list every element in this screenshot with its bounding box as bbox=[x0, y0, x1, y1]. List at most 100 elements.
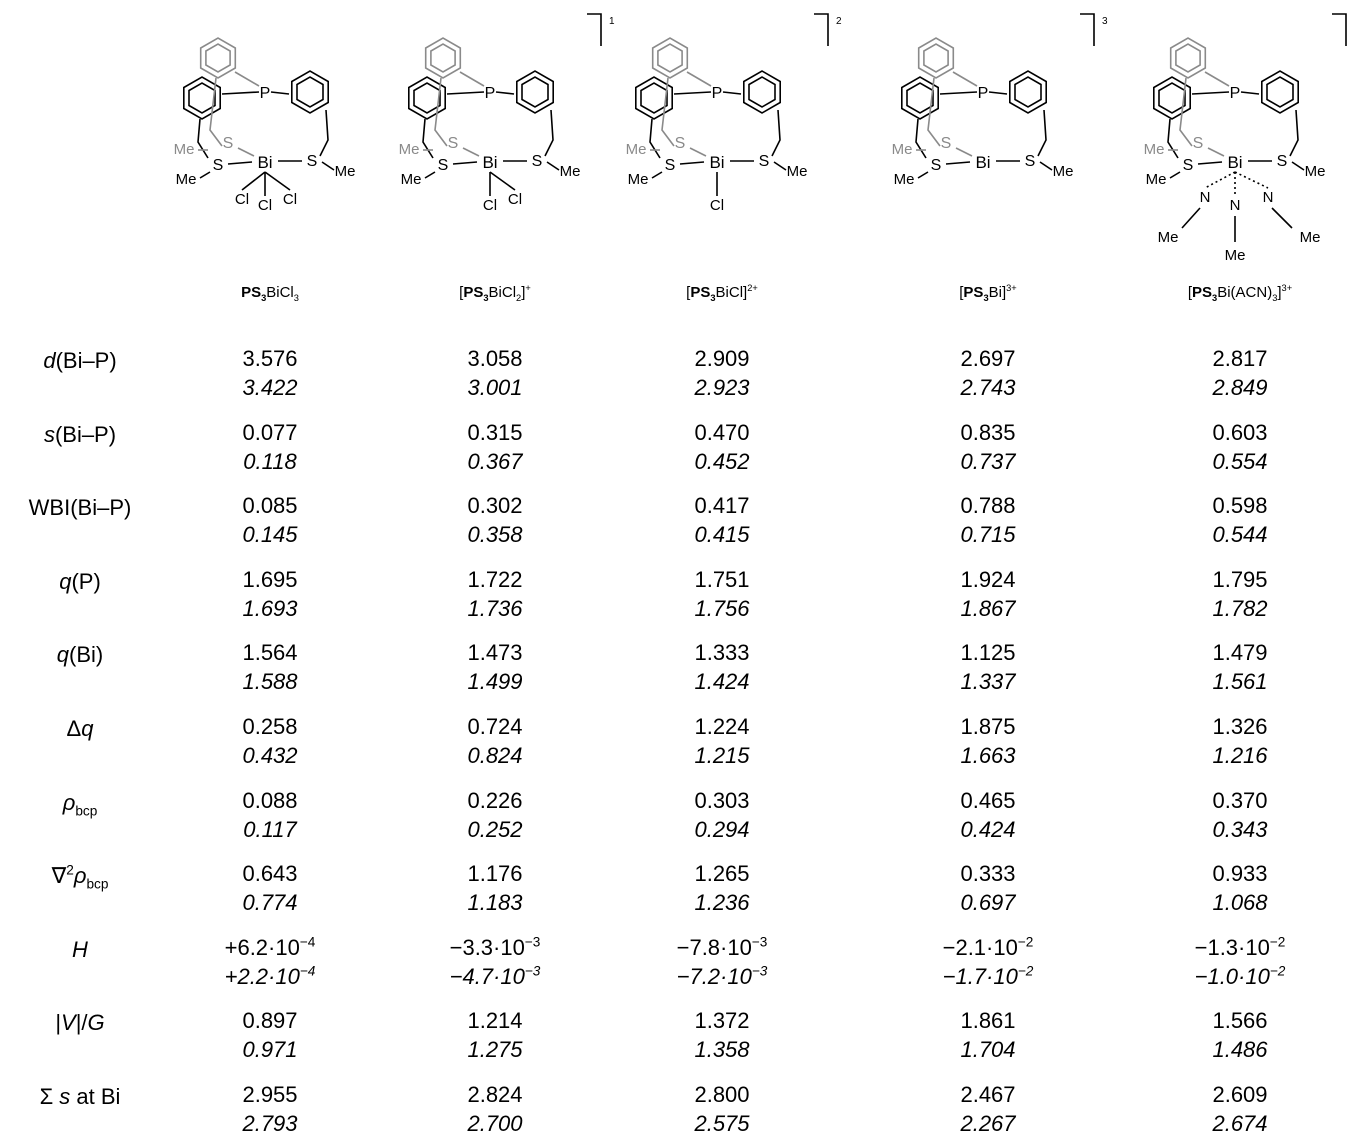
table-cell: 0.897 0.971 bbox=[160, 1006, 380, 1064]
table-cell: 1.473 1.499 bbox=[385, 638, 605, 696]
atom-label: Me bbox=[892, 141, 913, 158]
calc-value-italic: 1.499 bbox=[467, 669, 523, 695]
calc-value-italic: 1.358 bbox=[694, 1037, 750, 1063]
row-label: WBI(Bi–P) bbox=[28, 495, 132, 521]
compound-label: [PS3BiCl]2+ bbox=[612, 283, 832, 303]
bracket-close: ] bbox=[743, 284, 748, 301]
bracket-close: ] bbox=[1001, 284, 1007, 301]
calc-value-italic: 1.216 bbox=[1212, 743, 1268, 768]
atom-label: S bbox=[1183, 157, 1194, 174]
calc-value-italic: 0.424 bbox=[960, 816, 1016, 842]
atom-label: Me bbox=[335, 163, 356, 180]
calc-value: 1.564 bbox=[242, 640, 298, 666]
table-cell: 2.697 2.743 bbox=[878, 344, 1098, 402]
calc-value-italic: 1.486 bbox=[1212, 1037, 1268, 1063]
calc-value-italic: 1.337 bbox=[960, 669, 1016, 695]
atom-label: Me bbox=[399, 141, 420, 158]
fragment-subscript: 2 bbox=[516, 293, 522, 303]
table-cell: 0.788 0.715 bbox=[878, 491, 1098, 549]
calc-value-italic: 1.693 bbox=[242, 595, 298, 621]
calc-value: 0.417 bbox=[694, 493, 750, 519]
table-cell: 0.835 0.737 bbox=[878, 418, 1098, 476]
calc-value-italic: 2.923 bbox=[694, 375, 750, 400]
atom-label: P bbox=[1230, 85, 1241, 102]
metal-fragment: BiCl bbox=[715, 284, 744, 301]
table-cell: −7.8·10−3 −7.2·10−3 bbox=[612, 933, 832, 991]
structure-5: PSSSMeMeMeBiNNNMeMeMe3+ bbox=[1144, 13, 1347, 264]
table-cell: 2.909 2.923 bbox=[612, 344, 832, 402]
atom-label: N bbox=[1230, 197, 1241, 214]
table-cell: 0.302 0.358 bbox=[385, 491, 605, 549]
table-cell: 0.598 0.544 bbox=[1130, 491, 1350, 549]
row-label: H bbox=[72, 936, 88, 962]
calc-value: −3.3·10−3 bbox=[449, 934, 541, 960]
table-cell: 0.333 0.697 bbox=[878, 859, 1098, 917]
table-cell: 2.955 2.793 bbox=[160, 1080, 380, 1138]
ligand-name: PS bbox=[463, 284, 484, 301]
atom-label: S bbox=[675, 135, 686, 152]
atom-label: Me bbox=[626, 141, 647, 158]
bracket-close: ] bbox=[1277, 284, 1282, 301]
calc-value: +6.2·10−4 bbox=[224, 934, 316, 960]
atom-label: Me bbox=[1225, 247, 1246, 264]
calc-value: 0.315 bbox=[467, 419, 523, 445]
calc-value: 1.372 bbox=[694, 1008, 750, 1034]
calc-value-italic: 1.756 bbox=[694, 595, 750, 621]
table-cell: 1.265 1.236 bbox=[612, 859, 832, 917]
calc-value-italic: 3.001 bbox=[467, 375, 523, 400]
calc-value: 0.598 bbox=[1212, 493, 1268, 519]
metal-fragment: Bi(ACN) bbox=[1217, 284, 1273, 301]
row-label: s(Bi–P) bbox=[43, 421, 117, 447]
table-cell: 1.176 1.183 bbox=[385, 859, 605, 917]
calc-value-italic: +2.2·10−4 bbox=[224, 963, 316, 989]
calc-value: 1.265 bbox=[694, 861, 750, 887]
atom-label: N bbox=[1263, 189, 1274, 206]
calc-value: 3.058 bbox=[467, 346, 523, 371]
calc-value: 0.370 bbox=[1212, 787, 1268, 813]
bracket-open: [ bbox=[459, 284, 464, 301]
ligand-name: PS bbox=[241, 284, 262, 301]
calc-value-italic: 1.867 bbox=[960, 595, 1016, 621]
calc-value-italic: 0.358 bbox=[467, 522, 523, 548]
atom-label: Me bbox=[1146, 171, 1167, 188]
calc-value: 0.226 bbox=[467, 787, 523, 813]
calc-value-italic: 0.715 bbox=[960, 522, 1016, 548]
calc-value: 1.695 bbox=[242, 566, 298, 592]
table-cell: 1.695 1.693 bbox=[160, 565, 380, 623]
calc-value-italic: 0.145 bbox=[242, 522, 298, 548]
ligand-subscript: 3 bbox=[483, 293, 489, 303]
atom-label: Cl bbox=[283, 191, 297, 208]
calc-value: 0.077 bbox=[242, 419, 298, 445]
table-cell: 1.722 1.736 bbox=[385, 565, 605, 623]
calc-value-italic: 0.252 bbox=[467, 816, 523, 842]
calc-value-italic: 0.343 bbox=[1212, 816, 1268, 842]
atom-label: Bi bbox=[975, 153, 990, 172]
atom-label: Me bbox=[176, 171, 197, 188]
atom-label: P bbox=[260, 85, 271, 102]
table-cell: 0.643 0.774 bbox=[160, 859, 380, 917]
calc-value: 0.465 bbox=[960, 787, 1016, 813]
atom-label: S bbox=[438, 157, 449, 174]
calc-value: 0.303 bbox=[694, 787, 750, 813]
compound-label: PS3BiCl3 bbox=[160, 284, 380, 303]
table-cell: −1.3·10−2 −1.0·10−2 bbox=[1130, 933, 1350, 991]
calc-value-italic: −1.7·10−2 bbox=[942, 963, 1034, 989]
calc-value: 2.817 bbox=[1212, 346, 1268, 371]
table-cell: 0.085 0.145 bbox=[160, 491, 380, 549]
table-cell: 2.800 2.575 bbox=[612, 1080, 832, 1138]
ligand-subscript: 3 bbox=[710, 293, 716, 303]
row-label: Σ s at Bi bbox=[39, 1084, 121, 1109]
calc-value-italic: 1.663 bbox=[960, 743, 1016, 768]
calc-value: −7.8·10−3 bbox=[676, 934, 768, 960]
calc-value: 3.576 bbox=[242, 346, 298, 371]
table-cell: 0.077 0.118 bbox=[160, 418, 380, 476]
calc-value-italic: 1.588 bbox=[242, 669, 298, 695]
atom-label: S bbox=[1025, 153, 1036, 170]
ligand-subscript: 3 bbox=[1212, 293, 1218, 303]
atom-label: S bbox=[448, 135, 459, 152]
calc-value: 1.479 bbox=[1212, 640, 1268, 666]
atom-label: Bi bbox=[1227, 153, 1242, 172]
atom-label: Cl bbox=[710, 197, 724, 214]
calc-value: 0.258 bbox=[242, 714, 298, 739]
table-cell: 1.333 1.424 bbox=[612, 638, 832, 696]
